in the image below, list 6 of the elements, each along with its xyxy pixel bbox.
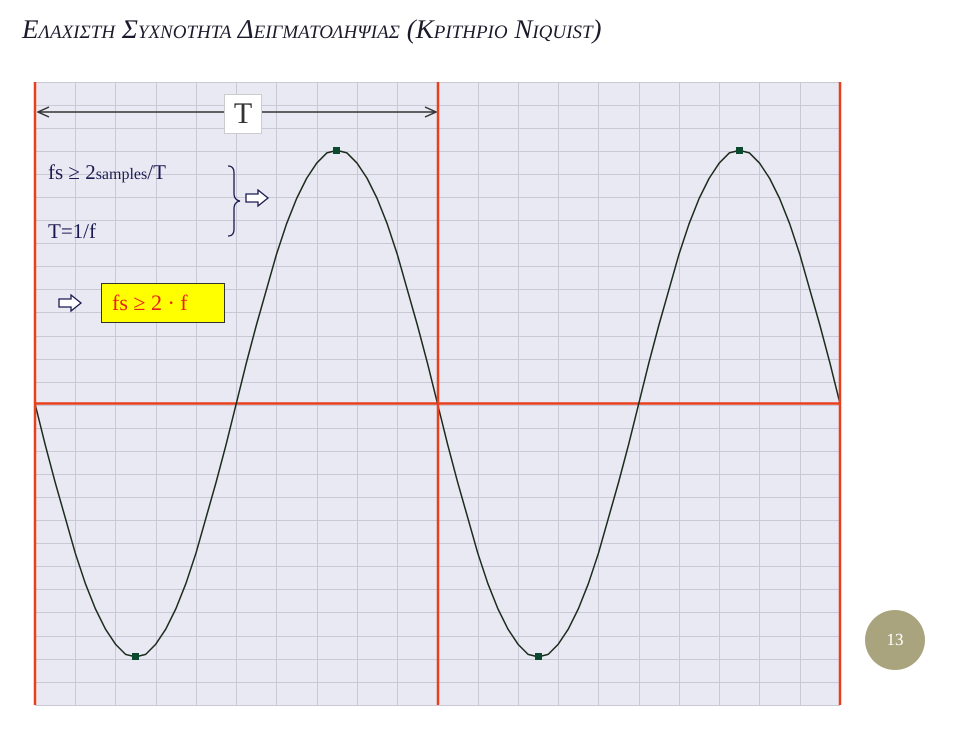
annotation: fs ≥ 2 · f <box>101 283 225 323</box>
annotation: fs ≥ 2samples/T <box>48 160 166 185</box>
text: 13 <box>865 610 925 670</box>
chart-title: Ελαχιστη Συχνοτητα Δειγματοληψιας (Κριτηριο Niquist) <box>22 14 602 45</box>
annotation: T=1/f <box>48 219 96 244</box>
text: T <box>224 94 262 134</box>
